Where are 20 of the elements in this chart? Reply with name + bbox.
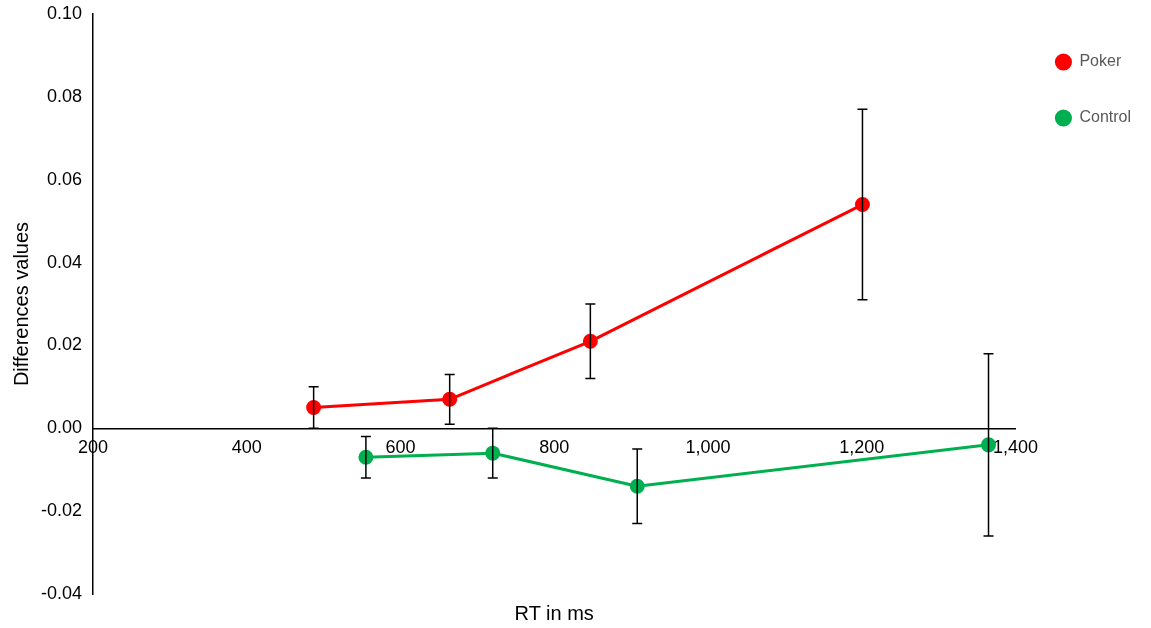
y-tick-label: 0.04 bbox=[46, 251, 83, 272]
x-tick-label: 1,400 bbox=[992, 437, 1038, 458]
x-tick-label: 400 bbox=[231, 437, 262, 458]
x-tick-label: 1,000 bbox=[685, 437, 731, 458]
y-tick-label: 0.00 bbox=[46, 417, 83, 438]
y-axis-title: Differences values bbox=[9, 221, 32, 387]
legend-label: Poker bbox=[1079, 52, 1122, 70]
y-tick-label: 0.08 bbox=[46, 85, 83, 106]
x-tick-label: 800 bbox=[539, 437, 570, 458]
y-tick-label: -0.02 bbox=[41, 500, 83, 521]
y-tick-label: 0.06 bbox=[46, 168, 83, 189]
point bbox=[485, 445, 501, 461]
point bbox=[306, 400, 322, 416]
y-tick-label: -0.04 bbox=[41, 582, 83, 603]
legend-label: Control bbox=[1079, 108, 1131, 126]
y-tick-label: 0.02 bbox=[46, 334, 83, 355]
x-tick-label: 1,200 bbox=[839, 437, 885, 458]
x-tick-label: 600 bbox=[385, 437, 416, 458]
x-axis-title: RT in ms bbox=[514, 601, 594, 624]
y-tick-label: 0.10 bbox=[46, 2, 83, 23]
